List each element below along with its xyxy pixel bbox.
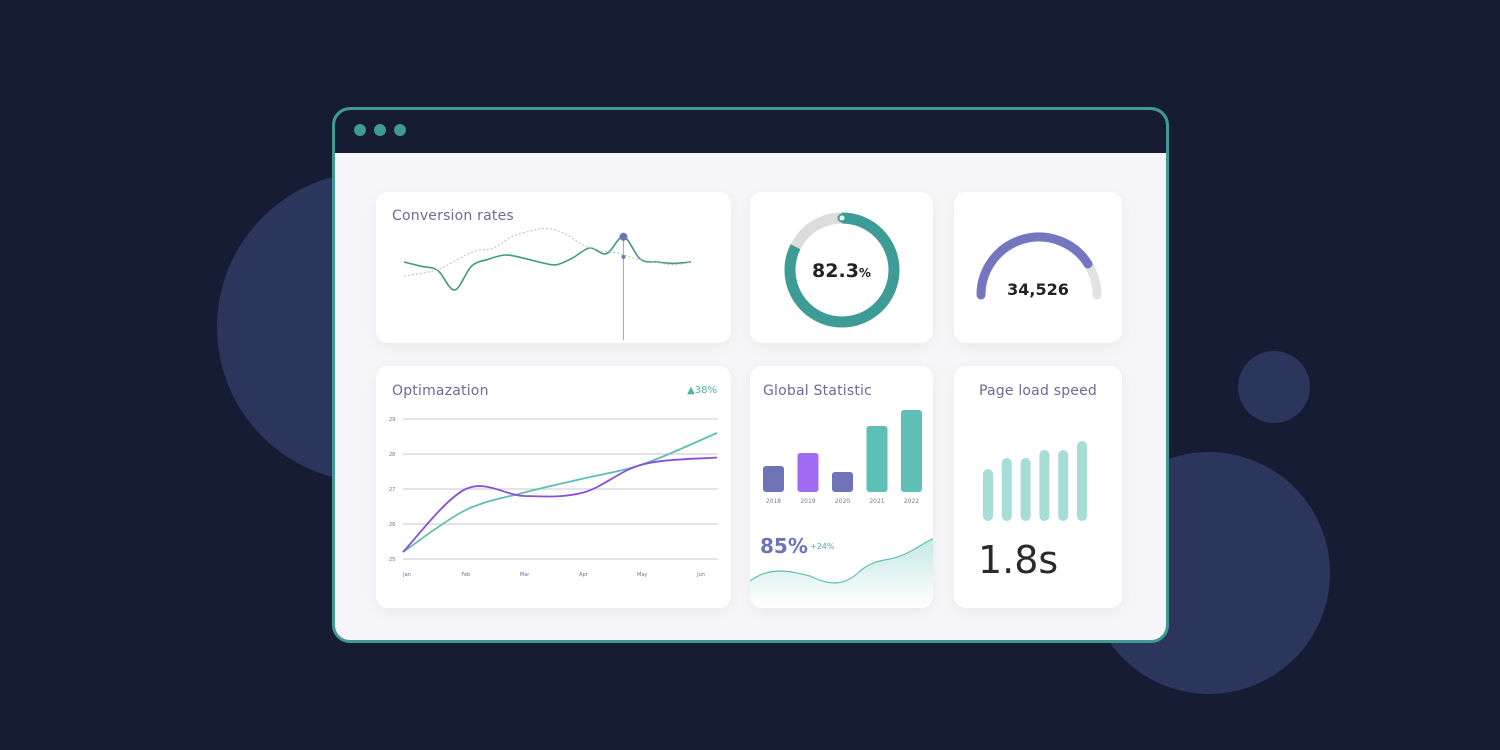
speed-bar [1039, 450, 1050, 521]
x-tick-label: 2019 [800, 498, 815, 505]
x-tick-label: Mar [520, 572, 530, 578]
bg-circle-small [1238, 351, 1310, 423]
gauge-progress [976, 232, 1093, 300]
bar-2022 [901, 410, 922, 492]
conversion-marker-dot-secondary [621, 255, 626, 259]
browser-window: Conversion rates 82.3% 34,526 Optimazati… [332, 107, 1169, 643]
bar-2020 [832, 472, 853, 492]
title-bar [335, 110, 1166, 153]
optimization-line-purple [402, 456, 718, 553]
donut-value: 82.3% [812, 260, 871, 282]
window-dot-maximize[interactable] [394, 124, 406, 136]
donut-card: 82.3% [750, 192, 933, 343]
y-tick-label: 29 [389, 417, 395, 423]
gauge-value: 34,526 [1007, 280, 1069, 299]
global-percent: 85% [760, 534, 808, 558]
donut-chart [784, 212, 900, 328]
pageload-card: Page load speed 1.8s [954, 366, 1122, 608]
x-tick-label: 2018 [766, 498, 781, 505]
bar-2018 [763, 466, 784, 492]
area-line [750, 538, 933, 584]
x-tick-label: May [637, 572, 647, 578]
conversion-card: Conversion rates [376, 192, 731, 343]
conversion-chart [403, 227, 692, 340]
area-fill [750, 538, 933, 608]
conversion-marker-dot [619, 232, 628, 241]
pageload-value: 1.8s [978, 538, 1059, 582]
gauge-chart [976, 232, 1102, 300]
speed-bar [983, 469, 993, 521]
bar-2021 [866, 426, 888, 492]
y-tick-label: 25 [389, 557, 395, 563]
y-tick-label: 27 [389, 487, 395, 493]
optimization-title: Optimazation [392, 383, 489, 399]
x-tick-label: Apr [579, 572, 589, 578]
speed-bar [1020, 458, 1031, 521]
global-chart: 2018 2019 2020 2021 2022 [750, 410, 933, 608]
global-change: +24% [810, 542, 835, 551]
donut-handle [837, 213, 847, 223]
optimization-chart: 29 28 27 26 25 Jan Feb Mar Apr May Jun [389, 417, 718, 578]
window-dot-close[interactable] [354, 124, 366, 136]
global-title: Global Statistic [763, 383, 873, 399]
x-tick-label: Jan [402, 572, 411, 578]
speed-bar [1058, 450, 1069, 521]
conversion-line-current [403, 236, 692, 291]
pageload-chart [983, 441, 1087, 521]
gauge-card: 34,526 [954, 192, 1122, 343]
y-tick-label: 26 [389, 522, 395, 528]
window-dot-minimize[interactable] [374, 124, 386, 136]
x-tick-label: 2020 [835, 498, 850, 505]
conversion-title: Conversion rates [392, 208, 514, 224]
optimization-change: ▲38% [687, 385, 717, 396]
speed-bar [1077, 441, 1087, 521]
global-card: Global Statistic 2018 2019 2020 2021 2022 85… [750, 366, 933, 608]
x-tick-label: 2022 [904, 498, 919, 505]
conversion-line-previous [403, 227, 692, 277]
optimization-card: Optimazation ▲38% 29 28 27 26 25 Jan Feb Mar Apr… [376, 366, 731, 608]
x-tick-label: Jun [696, 572, 705, 578]
optimization-line-teal [402, 432, 718, 553]
speed-bar [1001, 458, 1012, 521]
x-tick-label: Feb [461, 572, 470, 578]
bar-2019 [797, 453, 819, 492]
y-tick-label: 28 [389, 452, 395, 458]
pageload-title: Page load speed [978, 383, 1097, 399]
x-tick-label: 2021 [869, 498, 884, 505]
